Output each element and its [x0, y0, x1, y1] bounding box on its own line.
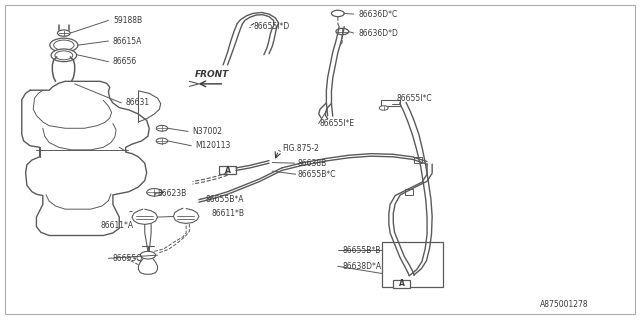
Bar [381, 100, 399, 106]
Bar [394, 280, 410, 288]
Text: 86655I*E: 86655I*E [320, 119, 355, 128]
Text: M120113: M120113 [196, 141, 231, 150]
Bar [405, 189, 413, 195]
Circle shape [336, 28, 349, 35]
Circle shape [156, 138, 168, 144]
Text: 86611*B: 86611*B [212, 209, 244, 219]
Circle shape [55, 51, 73, 60]
Text: A: A [225, 166, 230, 175]
Text: 86655B*A: 86655B*A [205, 195, 244, 204]
Text: FIG.875-2: FIG.875-2 [282, 144, 319, 153]
Circle shape [140, 252, 156, 259]
Circle shape [380, 106, 388, 110]
Text: 86631: 86631 [125, 99, 150, 108]
Text: 86655B*C: 86655B*C [298, 170, 336, 179]
Text: 86611*A: 86611*A [100, 220, 133, 229]
Text: 86656: 86656 [113, 57, 137, 66]
Text: 86655B*B: 86655B*B [342, 246, 381, 255]
Circle shape [147, 188, 162, 196]
Circle shape [51, 49, 77, 62]
Circle shape [58, 30, 70, 36]
Text: 86636D*D: 86636D*D [358, 28, 398, 38]
Bar [414, 157, 422, 163]
Text: 86638D*A: 86638D*A [342, 262, 381, 271]
Circle shape [54, 40, 74, 50]
Circle shape [50, 38, 78, 52]
Bar [220, 166, 236, 174]
Text: 86615A: 86615A [113, 36, 142, 45]
Text: 86655Q: 86655Q [113, 254, 143, 263]
Text: A875001278: A875001278 [540, 300, 588, 309]
Text: FRONT: FRONT [195, 70, 228, 79]
Text: N37002: N37002 [193, 127, 223, 136]
Text: 59188B: 59188B [113, 16, 142, 25]
Text: 86623B: 86623B [157, 189, 187, 198]
Circle shape [332, 10, 344, 17]
Bar [383, 242, 443, 287]
Text: 86655I*D: 86655I*D [253, 22, 289, 31]
Circle shape [156, 125, 168, 131]
Text: A: A [399, 279, 404, 288]
Text: 86638B: 86638B [298, 159, 327, 168]
Text: 86655I*C: 86655I*C [396, 94, 432, 103]
Text: 86636D*C: 86636D*C [358, 10, 397, 19]
